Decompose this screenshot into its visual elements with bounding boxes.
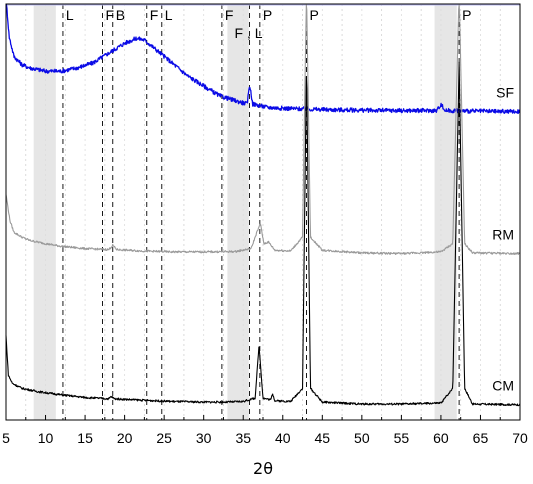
shaded-band-1	[227, 4, 249, 420]
series-label-sf: SF	[496, 85, 514, 101]
series-label-rm: RM	[492, 227, 514, 243]
x-tick-label: 45	[315, 430, 331, 446]
phase-label-0: L	[66, 7, 74, 23]
x-tick-label: 30	[196, 430, 212, 446]
series-line-rm	[5, 4, 520, 255]
x-tick-label: 40	[275, 430, 291, 446]
phase-label-6: F , L	[235, 25, 263, 41]
shaded-band-0	[33, 4, 56, 420]
series-lines	[5, 4, 521, 407]
x-axis: 5 10 15 20 25 30 35 40 45 50 55 60 65 70	[2, 415, 528, 446]
phase-label-4: L	[165, 7, 173, 23]
x-tick-label: 10	[38, 430, 54, 446]
x-tick-label: 55	[394, 430, 410, 446]
minor-gridlines	[25, 4, 501, 420]
phase-label-5: F	[225, 7, 234, 23]
phase-label-2: B	[116, 7, 125, 23]
phase-label-8: P	[309, 7, 318, 23]
phase-labels: L F B F L FF , LP P P	[66, 7, 472, 41]
series-line-sf	[5, 4, 521, 114]
phase-label-1: F	[105, 7, 114, 23]
series-line-cm	[5, 61, 521, 407]
x-tick-label: 70	[512, 430, 528, 446]
x-tick-label: 35	[235, 430, 251, 446]
x-tick-label: 60	[433, 430, 449, 446]
series-label-cm: CM	[492, 378, 514, 394]
phase-label-3: F	[150, 7, 159, 23]
x-tick-label: 20	[117, 430, 133, 446]
x-tick-label: 65	[473, 430, 489, 446]
x-axis-title: 2θ	[253, 459, 273, 478]
x-tick-label: 50	[354, 430, 370, 446]
phase-label-9: P	[462, 7, 471, 23]
x-tick-label: 5	[2, 430, 10, 446]
x-tick-label: 25	[156, 430, 172, 446]
phase-label-7: P	[263, 7, 272, 23]
series-labels: RSSFRMCM	[492, 85, 514, 394]
x-tick-label: 15	[77, 430, 93, 446]
